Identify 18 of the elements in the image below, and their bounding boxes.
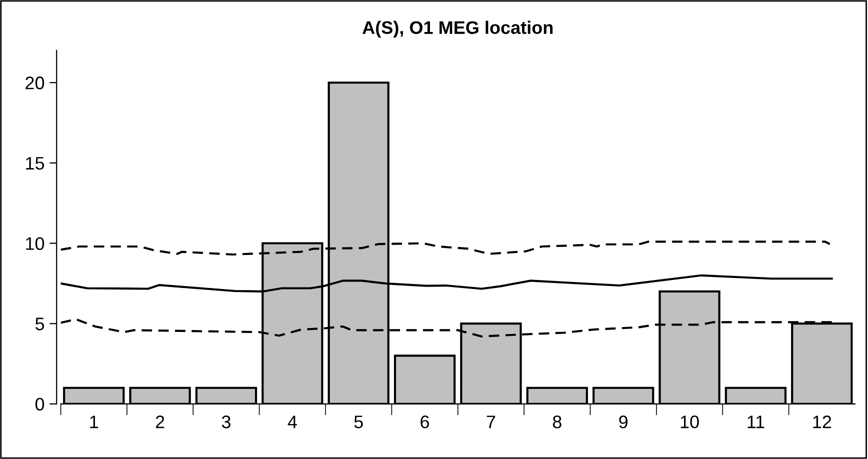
y-tick-label: 15 (26, 157, 44, 170)
y-tick-label: 10 (26, 237, 44, 250)
x-tick-label: 2 (156, 416, 164, 428)
x-tick-label: 9 (619, 416, 628, 428)
y-tick-label: 20 (26, 76, 44, 90)
x-tick-label: 10 (680, 416, 699, 428)
x-tick-label: 4 (288, 416, 297, 428)
x-tick-label: 11 (748, 416, 764, 428)
x-tick-label: 1 (90, 416, 98, 428)
x-tick-label: 5 (354, 416, 363, 428)
chart-title: A(S), O1 MEG location (362, 20, 553, 38)
x-tick-label: 7 (486, 416, 496, 428)
x-tick-label: 6 (420, 416, 430, 428)
x-tick-label: 8 (552, 416, 562, 428)
x-tick-label: 3 (222, 416, 230, 428)
x-tick-label: 12 (813, 416, 832, 428)
y-tick-label: 5 (35, 318, 44, 330)
y-tick-label: 0 (35, 398, 44, 411)
